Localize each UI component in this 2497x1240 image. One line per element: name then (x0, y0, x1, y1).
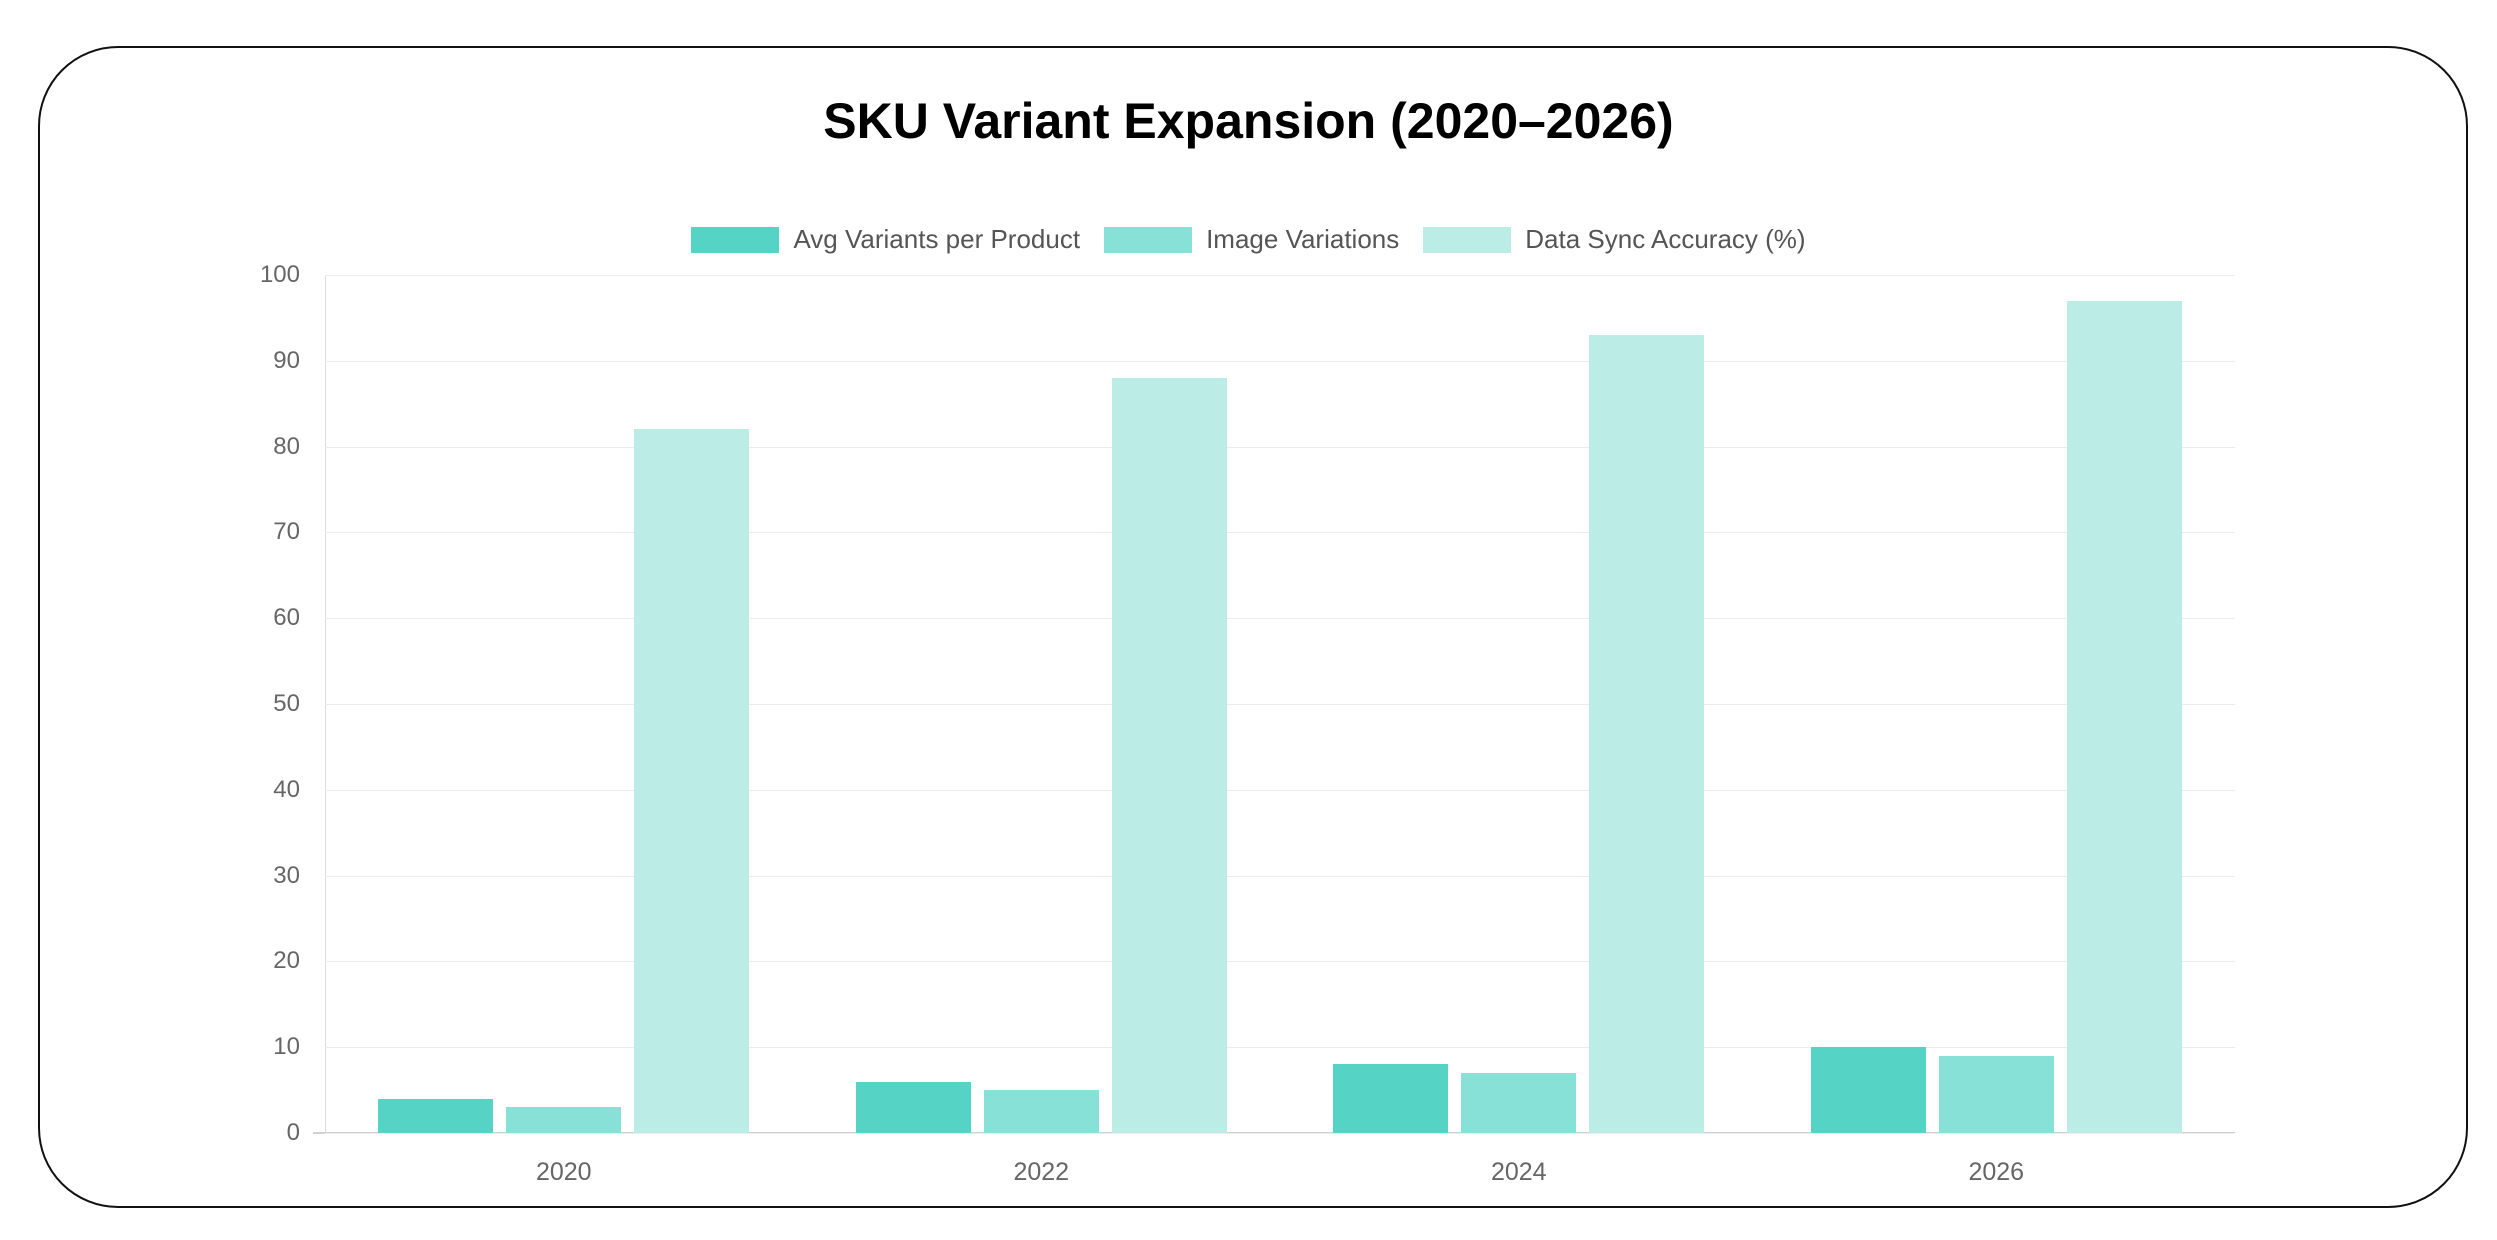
bar[interactable] (1461, 1072, 1577, 1133)
bar[interactable] (983, 1090, 1099, 1133)
legend: Avg Variants per Product Image Variation… (0, 224, 2497, 255)
chart-title: SKU Variant Expansion (2020–2026) (823, 93, 1674, 149)
y-tick-label: 10 (273, 1033, 300, 1061)
bar[interactable] (1333, 1064, 1449, 1133)
x-tick-label: 2026 (1968, 1158, 2025, 1186)
legend-swatch (1423, 226, 1512, 253)
x-tick-label: 2024 (1490, 1158, 1547, 1186)
gridline (325, 532, 2235, 534)
y-tick-label: 0 (286, 1119, 300, 1146)
x-tick-label: 2020 (535, 1158, 592, 1186)
bar[interactable] (1938, 1055, 2054, 1133)
bar[interactable] (1111, 377, 1227, 1133)
gridline (325, 1047, 2235, 1049)
legend-label: Avg Variants per Product (793, 224, 1081, 254)
y-tick-label: 40 (273, 775, 300, 803)
plot-area: 0 10 20 30 40 50 60 70 80 90 100 2020 2022 2024 2026 (260, 261, 2235, 1186)
gridline (325, 618, 2235, 620)
y-tick-label: 90 (273, 346, 300, 374)
y-tick-label: 100 (259, 261, 300, 288)
gridline (325, 961, 2235, 963)
bar[interactable] (378, 1098, 494, 1133)
y-tick-label: 80 (273, 432, 300, 460)
bar[interactable] (1589, 335, 1705, 1133)
gridline (325, 704, 2235, 705)
gridline (325, 875, 2235, 877)
y-tick-label: 20 (273, 947, 300, 975)
legend-item-data-sync-accuracy[interactable]: Data Sync Accuracy (%) (1423, 224, 1806, 255)
gridline (325, 446, 2235, 448)
bar[interactable] (506, 1107, 622, 1133)
bar[interactable] (2066, 300, 2182, 1133)
gridline (325, 789, 2235, 791)
bar[interactable] (1810, 1047, 1926, 1133)
legend-item-image-variations[interactable]: Image Variations (1104, 224, 1399, 255)
y-tick-label: 50 (273, 690, 300, 717)
y-tick-label: 60 (273, 604, 300, 632)
chart-card (38, 46, 2468, 1208)
legend-item-avg-variants[interactable]: Avg Variants per Product (691, 224, 1080, 255)
legend-label: Data Sync Accuracy (%) (1525, 224, 1806, 254)
legend-label: Image Variations (1206, 224, 1400, 254)
x-tick-label: 2022 (1013, 1158, 1070, 1186)
legend-swatch (691, 226, 780, 253)
legend-swatch (1104, 226, 1193, 253)
bar[interactable] (634, 429, 750, 1133)
gridline (325, 360, 2235, 362)
y-tick-label: 70 (273, 518, 300, 546)
gridline (325, 1133, 2235, 1134)
gridline (325, 275, 2235, 276)
bar[interactable] (855, 1081, 971, 1133)
y-tick-label: 30 (273, 861, 300, 889)
